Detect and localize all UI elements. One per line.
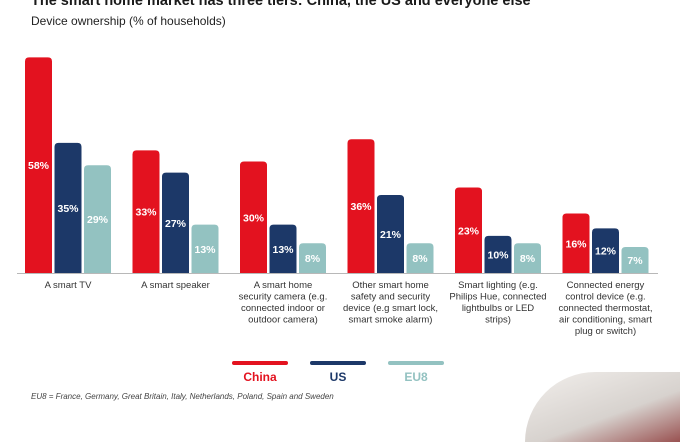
data-label-us-1: 35% [57,203,79,215]
bar-eu8-1 [84,165,111,273]
bar-us-5 [484,235,512,273]
bar-us-3 [269,224,297,273]
chart-subtitle: Device ownership (% of households) [31,14,226,28]
bar-chart: 58% 35% 29% A smart TV 33% 27% 13% A smart spea… [17,57,658,337]
category-label-5: Smart lighting (e.g. Philips Hue, connect… [449,280,546,326]
category-label-2: A smart speaker [141,280,210,291]
data-label-china-2: 33% [135,207,157,219]
legend-label-eu8: EU8 [404,370,428,384]
data-label-eu8-1: 29% [87,214,109,226]
data-label-china-3: 30% [243,212,265,224]
data-label-us-6: 12% [595,246,617,258]
legend-item-us: US [310,361,366,384]
category-label-1: A smart TV [45,280,92,291]
bar-eu8-5 [514,243,541,273]
legend-swatch-us [310,361,366,365]
data-label-china-5: 23% [458,225,480,237]
data-label-us-5: 10% [487,249,509,261]
bar-us-2 [162,172,189,273]
legend-item-china: China [232,361,288,384]
data-label-eu8-6: 7% [627,255,643,267]
chart-footnote: EU8 = France, Germany, Great Britain, It… [31,392,334,401]
legend-swatch-china [232,361,288,365]
chart-title: The smart home market has three tiers: C… [31,0,531,9]
bar-us-4 [377,194,404,273]
bar-eu8-6 [621,246,649,273]
bar-china-4 [347,139,375,273]
bar-china-6 [562,213,590,273]
legend-label-us: US [329,370,347,384]
bar-eu8-2 [191,224,219,273]
data-label-us-4: 21% [380,229,402,241]
category-label-4: Other smart home safety and security devic… [343,280,438,326]
bar-us-6 [592,228,619,273]
data-label-us-3: 13% [272,244,294,256]
bar-china-3 [240,161,267,273]
legend: China US EU8 [232,361,444,384]
legend-item-eu8: EU8 [388,361,444,384]
data-label-eu8-4: 8% [412,253,428,265]
legend-swatch-eu8 [388,361,444,365]
data-label-eu8-5: 8% [520,253,536,265]
bar-eu8-3 [299,243,326,273]
bar-eu8-4 [406,243,434,273]
category-label-3: A smart home security camera (e.g. connect… [239,280,328,326]
data-label-eu8-2: 13% [194,244,216,256]
bar-china-2 [132,150,160,273]
bar-us-1 [54,142,82,273]
data-label-china-6: 16% [565,238,587,250]
category-label-6: Connected energy control device (e.g. conn… [559,280,653,337]
bar-china-1 [25,57,52,273]
data-label-eu8-3: 8% [305,253,321,265]
data-label-us-2: 27% [165,218,187,230]
legend-label-china: China [243,370,277,384]
bar-china-5 [455,187,482,273]
data-label-china-4: 36% [350,201,372,213]
data-label-china-1: 58% [28,160,50,172]
